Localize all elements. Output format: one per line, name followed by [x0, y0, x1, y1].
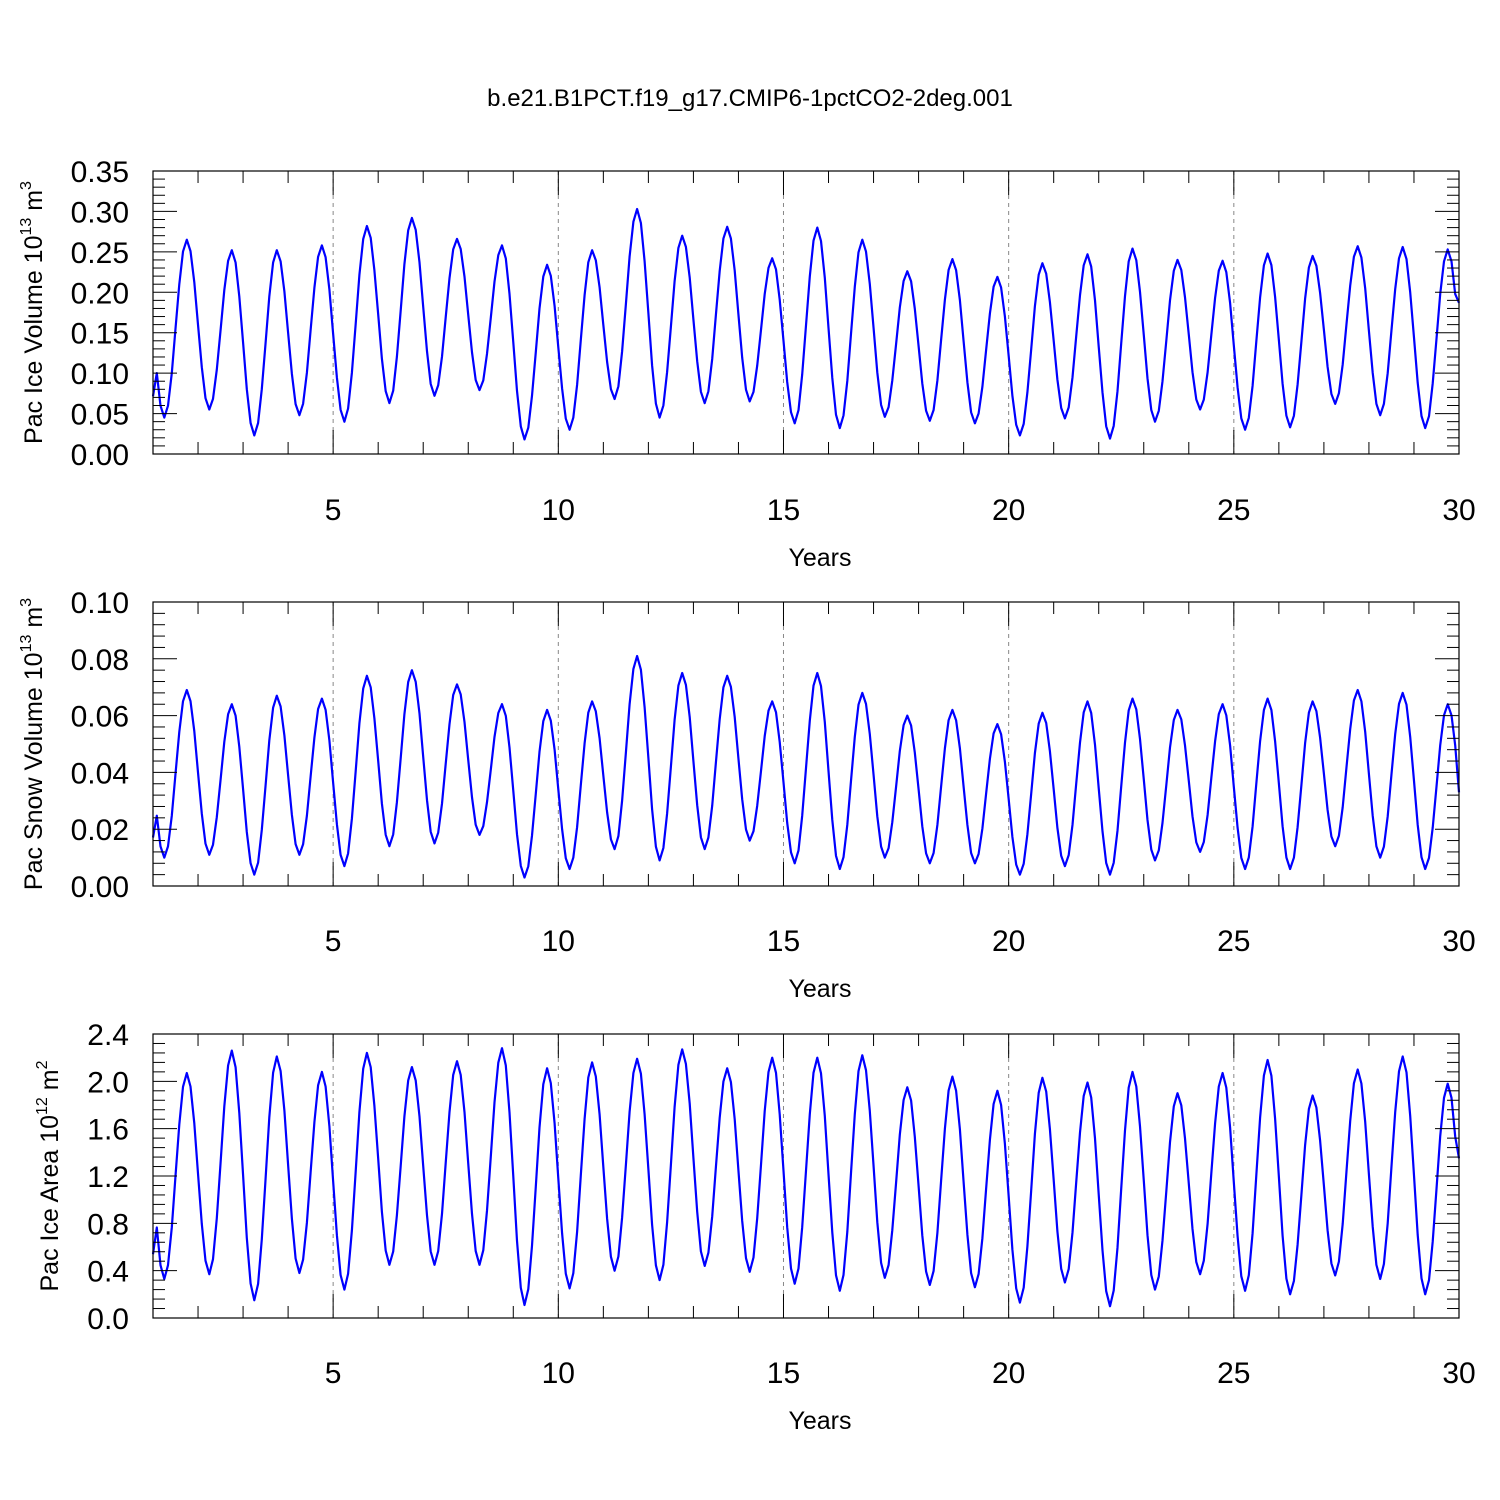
y-tick-label: 0.20	[71, 277, 129, 310]
x-tick-label: 30	[1442, 925, 1475, 958]
ice-volume-panel: 0.00 0.05 0.10 0.15 0.20 0.25 0.30 0.35 5 10 15 20 2…	[18, 156, 1476, 572]
y-axis-label: Pac Snow Volume 1013 m3	[18, 598, 48, 890]
x-tick-label: 5	[325, 1357, 342, 1390]
x-tick-label: 10	[542, 925, 575, 958]
x-tick-label: 20	[992, 1357, 1025, 1390]
y-axis-label: Pac Ice Area 1012 m2	[34, 1060, 64, 1291]
x-tick-label: 30	[1442, 494, 1475, 527]
x-tick-label: 5	[325, 494, 342, 527]
x-tick-label: 15	[767, 1357, 800, 1390]
plot-frame	[152, 601, 1460, 887]
y-tick-label: 0.05	[71, 399, 129, 432]
y-tick-label: 0.0	[87, 1303, 129, 1336]
ice-area-panel: 0.0 0.4 0.8 1.2 1.6 2.0 2.4 5 10 15 20 25 30 Years Pac…	[34, 1019, 1476, 1435]
y-tick-label: 2.4	[87, 1019, 129, 1052]
x-tick-label: 20	[992, 494, 1025, 527]
y-tick-label: 0.8	[87, 1208, 129, 1241]
x-tick-label: 10	[542, 1357, 575, 1390]
x-axis-label: Years	[788, 975, 851, 1003]
x-axis-label: Years	[788, 1407, 851, 1435]
y-tick-label: 0.10	[71, 587, 129, 620]
series-line	[151, 207, 1461, 441]
series-line	[151, 654, 1461, 879]
x-tick-label: 30	[1442, 1357, 1475, 1390]
figure-title: b.e21.B1PCT.f19_g17.CMIP6-1pctCO2-2deg.0…	[487, 85, 1013, 112]
x-tick-label: 20	[992, 925, 1025, 958]
x-tick-label: 25	[1217, 1357, 1250, 1390]
y-tick-label: 0.04	[71, 757, 129, 790]
series-line	[151, 1047, 1461, 1308]
y-tick-label: 0.4	[87, 1256, 129, 1289]
y-tick-label: 0.08	[71, 644, 129, 677]
y-tick-label: 1.6	[87, 1114, 129, 1147]
x-tick-label: 15	[767, 925, 800, 958]
y-tick-label: 0.35	[71, 156, 129, 189]
y-tick-label: 2.0	[87, 1066, 129, 1099]
x-tick-label: 5	[325, 925, 342, 958]
y-tick-label: 0.15	[71, 318, 129, 351]
y-tick-label: 0.02	[71, 814, 129, 847]
x-tick-label: 25	[1217, 494, 1250, 527]
y-tick-label: 0.10	[71, 358, 129, 391]
x-tick-label: 25	[1217, 925, 1250, 958]
y-tick-label: 0.00	[71, 871, 129, 904]
y-axis-label: Pac Ice Volume 1013 m3	[18, 181, 48, 444]
y-tick-label: 0.25	[71, 237, 129, 270]
x-tick-label: 10	[542, 494, 575, 527]
x-tick-label: 15	[767, 494, 800, 527]
y-tick-label: 0.00	[71, 439, 129, 472]
y-tick-label: 0.30	[71, 196, 129, 229]
y-tick-label: 1.2	[87, 1161, 129, 1194]
y-tick-label: 0.06	[71, 701, 129, 734]
plot-frame	[152, 170, 1460, 455]
snow-volume-panel: 0.00 0.02 0.04 0.06 0.08 0.10 5 10 15 20 25 30 Years…	[18, 587, 1476, 1003]
x-axis-label: Years	[788, 544, 851, 572]
